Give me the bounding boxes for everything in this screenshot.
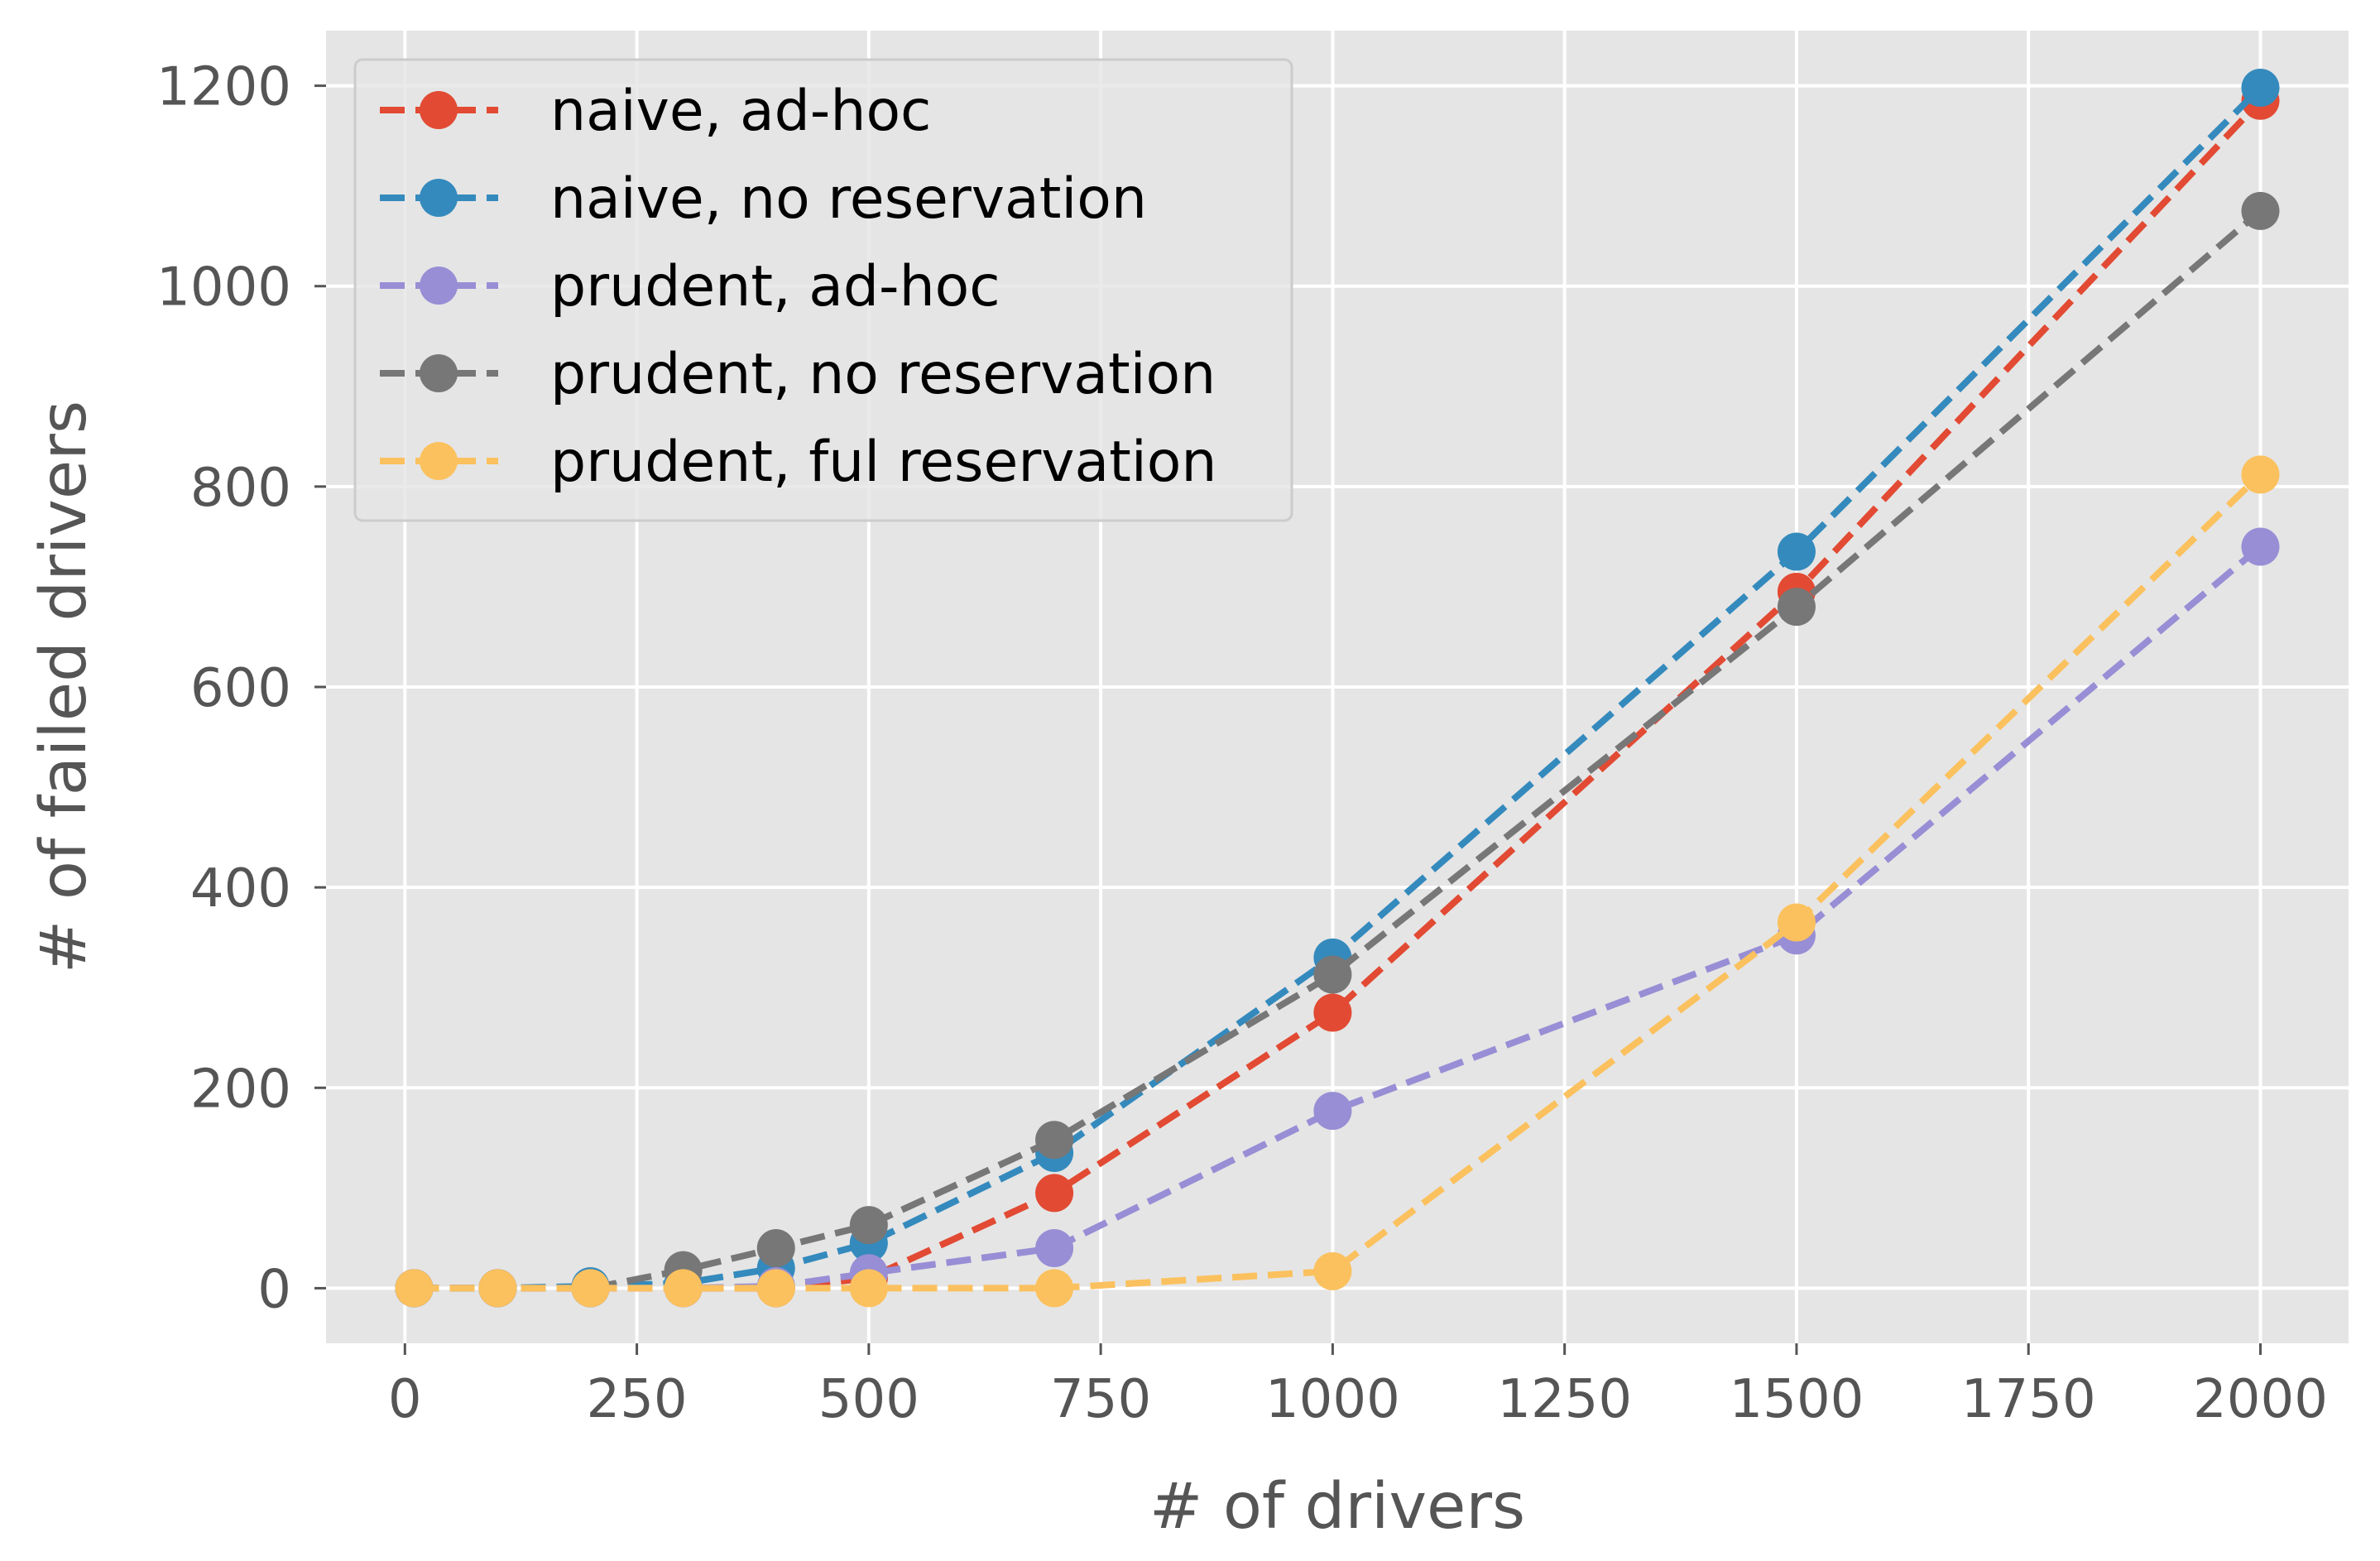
- data-point: [1035, 1174, 1074, 1213]
- series-layer: [395, 69, 2280, 1308]
- data-point: [1777, 588, 1816, 627]
- data-point: [478, 1269, 517, 1308]
- data-point: [1035, 1228, 1074, 1267]
- data-point: [1313, 993, 1352, 1032]
- series-prudent-ful-reservation: [395, 455, 2280, 1308]
- legend-label: naive, ad-hoc: [550, 79, 931, 144]
- data-point: [2241, 527, 2280, 566]
- data-point: [2241, 455, 2280, 494]
- series-line: [414, 472, 2263, 1292]
- data-point: [1313, 1092, 1352, 1131]
- legend: naive, ad-hoc naive, no reservation pruden…: [353, 58, 1293, 522]
- legend-item: prudent, no reservation: [380, 342, 1216, 407]
- legend-marker: [420, 354, 458, 392]
- legend-label: naive, no reservation: [550, 166, 1147, 232]
- legend-frame: [353, 58, 1293, 522]
- legend-marker: [420, 267, 458, 305]
- x-tick-label: 1000: [1265, 1369, 1400, 1430]
- legend-marker: [420, 179, 458, 217]
- legend-label: prudent, ad-hoc: [550, 254, 1000, 319]
- legend-item: prudent, ad-hoc: [380, 254, 1000, 319]
- axis-layer: 0 250 500 750 1000 1250 1500 1750 2000 0 200 400 600…: [156, 57, 2328, 1430]
- data-point: [664, 1269, 703, 1308]
- x-tick-label: 0: [388, 1369, 422, 1430]
- y-tick-label: 400: [190, 858, 291, 920]
- data-point: [1313, 1251, 1352, 1290]
- x-tick-label: 1500: [1730, 1369, 1864, 1430]
- data-point: [1035, 1269, 1074, 1308]
- x-tick-label: 2000: [2193, 1369, 2328, 1430]
- legend-item: prudent, ful reservation: [380, 430, 1216, 495]
- legend-item: naive, ad-hoc: [380, 79, 931, 144]
- data-point: [849, 1206, 888, 1245]
- data-point: [2241, 69, 2280, 108]
- data-point: [849, 1269, 888, 1308]
- x-axis-title: # of drivers: [1149, 1470, 1525, 1544]
- y-tick-label: 600: [190, 658, 291, 719]
- legend-marker: [420, 442, 458, 480]
- y-tick-label: 1200: [156, 57, 291, 118]
- x-tick-label: 750: [1050, 1369, 1151, 1430]
- y-tick-label: 0: [257, 1259, 291, 1320]
- data-point: [2241, 191, 2280, 230]
- y-tick-label: 1000: [156, 257, 291, 319]
- data-point: [1313, 955, 1352, 994]
- x-tick-label: 500: [818, 1369, 919, 1430]
- legend-label: prudent, ful reservation: [550, 430, 1216, 495]
- data-point: [1035, 1121, 1074, 1160]
- legend-marker: [420, 91, 458, 129]
- y-axis-title: # of failed drivers: [27, 401, 101, 973]
- data-point: [756, 1228, 795, 1267]
- x-tick-label: 1250: [1497, 1369, 1632, 1430]
- legend-label: prudent, no reservation: [550, 342, 1216, 407]
- data-point: [571, 1269, 610, 1308]
- data-point: [756, 1269, 795, 1308]
- legend-item: naive, no reservation: [380, 166, 1147, 232]
- data-point: [1777, 532, 1816, 571]
- data-point: [395, 1269, 434, 1308]
- x-tick-label: 250: [586, 1369, 687, 1430]
- x-tick-label: 1750: [1961, 1369, 2096, 1430]
- data-point: [1777, 903, 1816, 942]
- y-tick-label: 200: [190, 1059, 291, 1120]
- y-tick-label: 800: [190, 458, 291, 519]
